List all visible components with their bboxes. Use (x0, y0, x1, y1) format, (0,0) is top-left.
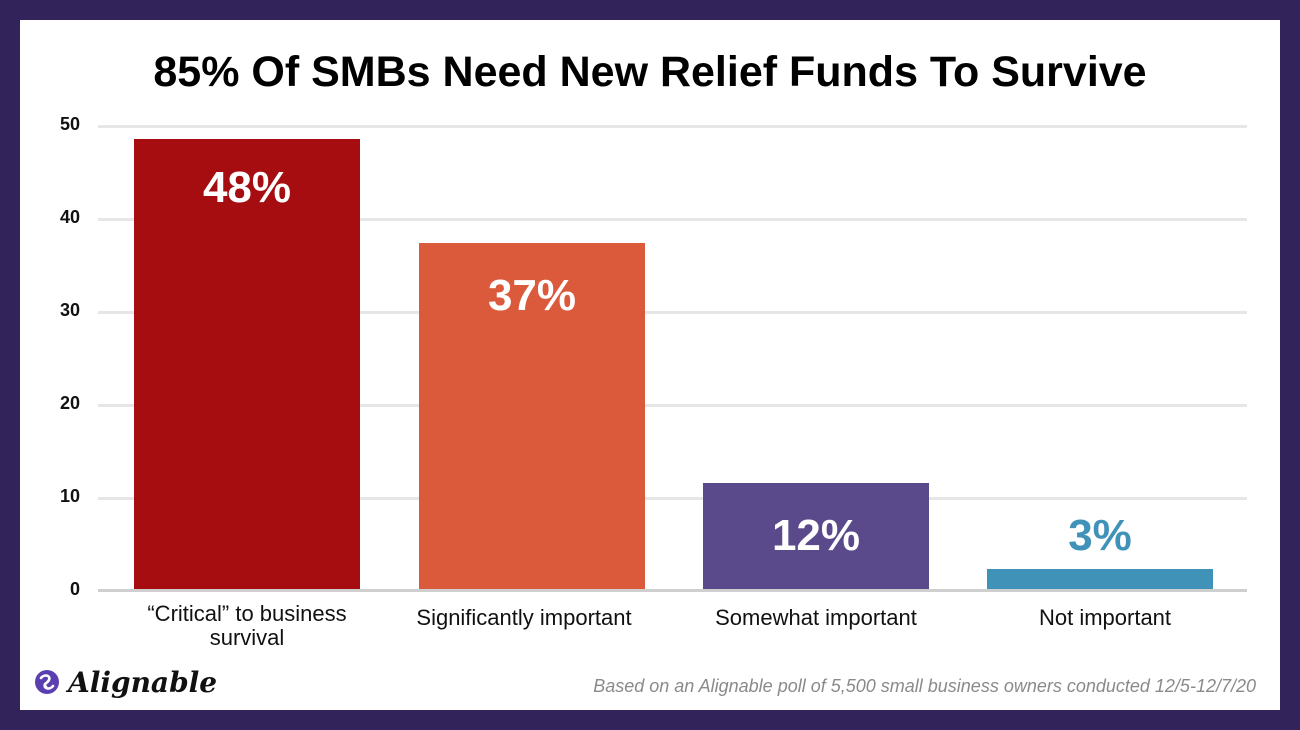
category-label-critical: “Critical” to business survival (107, 602, 387, 650)
y-tick-10: 10 (59, 486, 80, 506)
bar-value-label: 48% (202, 163, 292, 212)
category-label-not-important: Not important (1038, 605, 1172, 630)
source-footnote: Based on an Alignable poll of 5,500 smal… (593, 676, 1256, 696)
y-tick-0: 0 (69, 579, 80, 599)
gridline (98, 218, 1247, 221)
bar-value-label: 12% (771, 511, 861, 560)
y-tick-30: 30 (59, 300, 80, 320)
gridline (98, 497, 1247, 500)
gridline (98, 404, 1247, 407)
bar-significantly-important: 37% (419, 243, 645, 590)
bar-not-important: 3% (987, 511, 1213, 590)
category-label-significantly-important: Significantly important (416, 605, 632, 630)
bar-value-label: 3% (1068, 511, 1132, 560)
alignable-logo-icon (35, 670, 59, 694)
bar-critical: 48% (134, 139, 360, 590)
category-label-somewhat-important: Somewhat important (715, 605, 917, 630)
y-tick-40: 40 (59, 207, 80, 227)
alignable-logo: Alignable (34, 664, 217, 700)
brand-name: Alignable (68, 665, 218, 699)
y-tick-50: 50 (59, 114, 80, 134)
y-tick-20: 20 (59, 393, 80, 413)
category-label-line: “Critical” to business (147, 601, 347, 626)
chart-title: 85% Of SMBs Need New Relief Funds To Sur… (153, 48, 1147, 96)
gridline (98, 311, 1247, 314)
bar-value-label: 37% (487, 271, 577, 320)
bar-somewhat-important: 12% (703, 483, 929, 590)
x-axis-baseline (98, 589, 1247, 592)
gridline (98, 125, 1247, 128)
category-label-line: survival (209, 625, 285, 650)
